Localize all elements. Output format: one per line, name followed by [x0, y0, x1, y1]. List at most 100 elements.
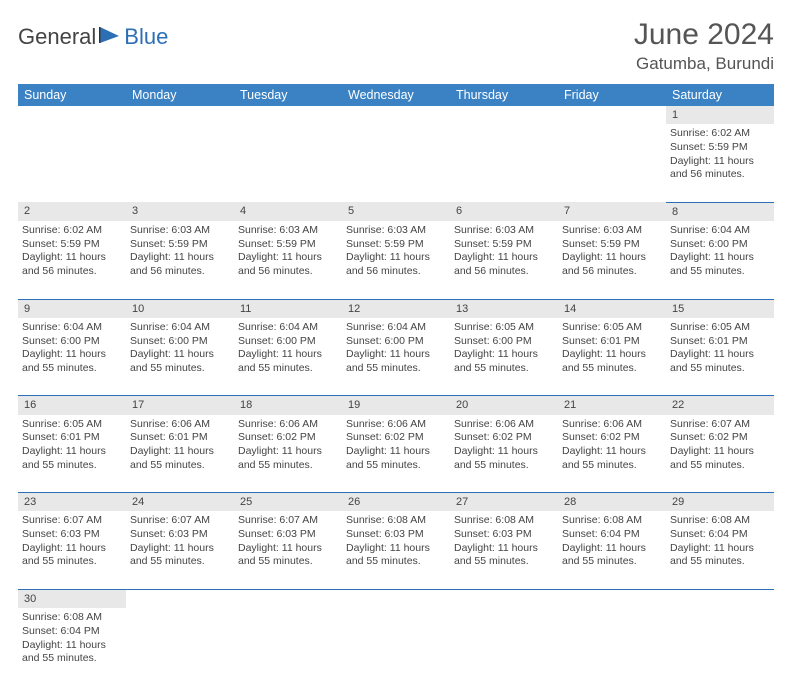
day-cell — [126, 608, 234, 686]
daylight-line: Daylight: 11 hours and 55 minutes. — [238, 348, 338, 375]
header: General Blue June 2024 Gatumba, Burundi — [18, 18, 774, 74]
daylight-line: Daylight: 11 hours and 56 minutes. — [670, 155, 770, 182]
weekday-header: Monday — [126, 84, 234, 106]
day-cell: Sunrise: 6:08 AMSunset: 6:03 PMDaylight:… — [450, 511, 558, 589]
day-cell: Sunrise: 6:03 AMSunset: 5:59 PMDaylight:… — [126, 221, 234, 299]
day-number-cell: 9 — [18, 299, 126, 318]
day-cell: Sunrise: 6:03 AMSunset: 5:59 PMDaylight:… — [234, 221, 342, 299]
daylight-line: Daylight: 11 hours and 55 minutes. — [562, 348, 662, 375]
day-cell: Sunrise: 6:06 AMSunset: 6:01 PMDaylight:… — [126, 415, 234, 493]
sunrise-line: Sunrise: 6:05 AM — [670, 321, 770, 335]
day-number-cell: 8 — [666, 202, 774, 221]
month-title: June 2024 — [634, 18, 774, 52]
daylight-line: Daylight: 11 hours and 55 minutes. — [130, 445, 230, 472]
day-cell: Sunrise: 6:08 AMSunset: 6:04 PMDaylight:… — [558, 511, 666, 589]
day-number-cell: 7 — [558, 202, 666, 221]
daylight-line: Daylight: 11 hours and 56 minutes. — [130, 251, 230, 278]
sunset-line: Sunset: 5:59 PM — [670, 141, 770, 155]
sunrise-line: Sunrise: 6:07 AM — [670, 418, 770, 432]
sunset-line: Sunset: 5:59 PM — [454, 238, 554, 252]
sunset-line: Sunset: 6:03 PM — [454, 528, 554, 542]
sunrise-line: Sunrise: 6:02 AM — [670, 127, 770, 141]
day-cell: Sunrise: 6:06 AMSunset: 6:02 PMDaylight:… — [234, 415, 342, 493]
sunset-line: Sunset: 6:02 PM — [346, 431, 446, 445]
day-number-cell: 6 — [450, 202, 558, 221]
sunset-line: Sunset: 6:00 PM — [454, 335, 554, 349]
day-number-cell: 1 — [666, 106, 774, 124]
day-details: Sunrise: 6:08 AMSunset: 6:04 PMDaylight:… — [562, 513, 662, 569]
daylight-line: Daylight: 11 hours and 56 minutes. — [238, 251, 338, 278]
day-number-row: 16171819202122 — [18, 396, 774, 415]
day-number-cell — [126, 106, 234, 124]
week-row: Sunrise: 6:05 AMSunset: 6:01 PMDaylight:… — [18, 415, 774, 493]
flag-icon — [99, 25, 121, 50]
sunset-line: Sunset: 6:02 PM — [670, 431, 770, 445]
sunrise-line: Sunrise: 6:08 AM — [22, 611, 122, 625]
day-cell — [558, 608, 666, 686]
day-cell: Sunrise: 6:08 AMSunset: 6:03 PMDaylight:… — [342, 511, 450, 589]
sunrise-line: Sunrise: 6:08 AM — [670, 514, 770, 528]
weekday-header: Wednesday — [342, 84, 450, 106]
day-cell: Sunrise: 6:03 AMSunset: 5:59 PMDaylight:… — [558, 221, 666, 299]
day-cell: Sunrise: 6:05 AMSunset: 6:01 PMDaylight:… — [666, 318, 774, 396]
daylight-line: Daylight: 11 hours and 56 minutes. — [454, 251, 554, 278]
day-number-cell: 17 — [126, 396, 234, 415]
day-number-cell: 27 — [450, 493, 558, 512]
day-number-row: 30 — [18, 589, 774, 608]
daylight-line: Daylight: 11 hours and 55 minutes. — [238, 542, 338, 569]
day-number-cell: 3 — [126, 202, 234, 221]
title-block: June 2024 Gatumba, Burundi — [634, 18, 774, 74]
sunset-line: Sunset: 6:02 PM — [454, 431, 554, 445]
day-number-row: 1 — [18, 106, 774, 124]
day-cell: Sunrise: 6:04 AMSunset: 6:00 PMDaylight:… — [666, 221, 774, 299]
sunrise-line: Sunrise: 6:06 AM — [562, 418, 662, 432]
day-details: Sunrise: 6:05 AMSunset: 6:01 PMDaylight:… — [670, 320, 770, 376]
sunrise-line: Sunrise: 6:08 AM — [346, 514, 446, 528]
day-number-row: 9101112131415 — [18, 299, 774, 318]
day-cell: Sunrise: 6:05 AMSunset: 6:00 PMDaylight:… — [450, 318, 558, 396]
daylight-line: Daylight: 11 hours and 55 minutes. — [22, 445, 122, 472]
day-details: Sunrise: 6:03 AMSunset: 5:59 PMDaylight:… — [454, 223, 554, 279]
day-number-cell: 12 — [342, 299, 450, 318]
daylight-line: Daylight: 11 hours and 55 minutes. — [670, 251, 770, 278]
day-details: Sunrise: 6:02 AMSunset: 5:59 PMDaylight:… — [22, 223, 122, 279]
daylight-line: Daylight: 11 hours and 55 minutes. — [454, 445, 554, 472]
day-cell — [450, 124, 558, 202]
day-number-cell — [558, 106, 666, 124]
day-number-cell: 20 — [450, 396, 558, 415]
sunrise-line: Sunrise: 6:07 AM — [130, 514, 230, 528]
sunset-line: Sunset: 6:04 PM — [670, 528, 770, 542]
day-cell: Sunrise: 6:02 AMSunset: 5:59 PMDaylight:… — [666, 124, 774, 202]
sunset-line: Sunset: 6:00 PM — [130, 335, 230, 349]
sunset-line: Sunset: 6:03 PM — [130, 528, 230, 542]
day-cell — [666, 608, 774, 686]
week-row: Sunrise: 6:02 AMSunset: 5:59 PMDaylight:… — [18, 221, 774, 299]
sunrise-line: Sunrise: 6:06 AM — [238, 418, 338, 432]
day-number-cell — [450, 589, 558, 608]
day-number-cell: 24 — [126, 493, 234, 512]
daylight-line: Daylight: 11 hours and 55 minutes. — [346, 445, 446, 472]
day-cell: Sunrise: 6:04 AMSunset: 6:00 PMDaylight:… — [234, 318, 342, 396]
sunrise-line: Sunrise: 6:08 AM — [562, 514, 662, 528]
weekday-header-row: SundayMondayTuesdayWednesdayThursdayFrid… — [18, 84, 774, 106]
sunrise-line: Sunrise: 6:04 AM — [670, 224, 770, 238]
sunrise-line: Sunrise: 6:04 AM — [346, 321, 446, 335]
day-cell — [558, 124, 666, 202]
day-number-cell — [558, 589, 666, 608]
daylight-line: Daylight: 11 hours and 55 minutes. — [670, 542, 770, 569]
day-cell: Sunrise: 6:07 AMSunset: 6:03 PMDaylight:… — [126, 511, 234, 589]
day-details: Sunrise: 6:08 AMSunset: 6:03 PMDaylight:… — [454, 513, 554, 569]
day-cell: Sunrise: 6:07 AMSunset: 6:02 PMDaylight:… — [666, 415, 774, 493]
sunset-line: Sunset: 6:00 PM — [238, 335, 338, 349]
day-cell: Sunrise: 6:08 AMSunset: 6:04 PMDaylight:… — [666, 511, 774, 589]
sunset-line: Sunset: 6:02 PM — [238, 431, 338, 445]
day-number-cell: 18 — [234, 396, 342, 415]
day-cell: Sunrise: 6:06 AMSunset: 6:02 PMDaylight:… — [342, 415, 450, 493]
sunset-line: Sunset: 6:04 PM — [562, 528, 662, 542]
day-number-cell: 5 — [342, 202, 450, 221]
week-row: Sunrise: 6:08 AMSunset: 6:04 PMDaylight:… — [18, 608, 774, 686]
day-number-cell — [126, 589, 234, 608]
calendar-table: SundayMondayTuesdayWednesdayThursdayFrid… — [18, 84, 774, 686]
day-number-row: 23242526272829 — [18, 493, 774, 512]
day-details: Sunrise: 6:06 AMSunset: 6:01 PMDaylight:… — [130, 417, 230, 473]
